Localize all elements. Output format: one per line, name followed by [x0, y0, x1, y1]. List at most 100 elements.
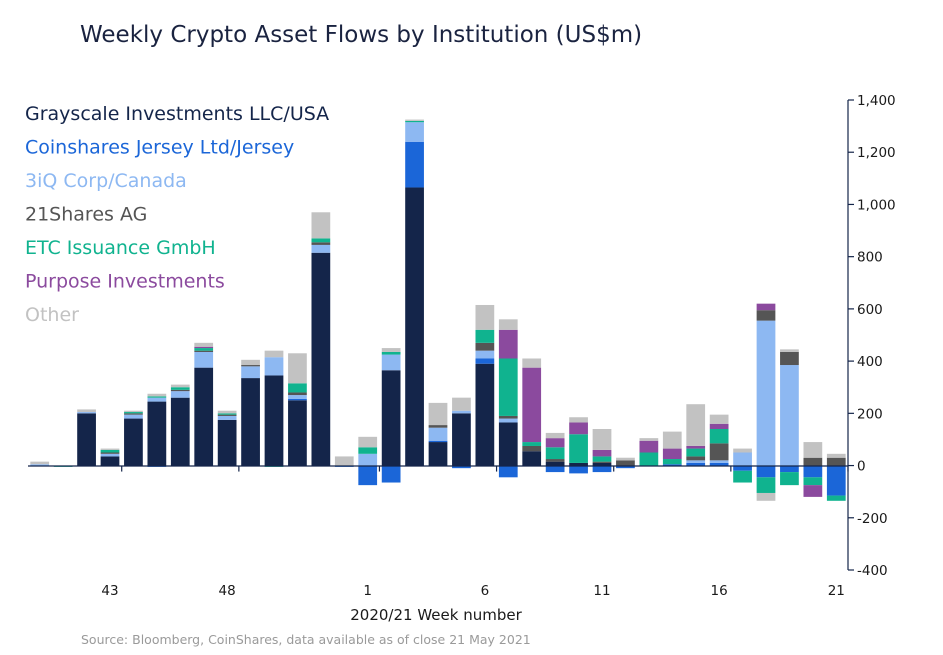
- bar-coinshares-jersey-ltd-jersey-week-5: [452, 465, 471, 469]
- bar-etc-issuance-gmbh-week-3: [405, 120, 424, 123]
- bars-area: [30, 119, 846, 501]
- bar-coinshares-jersey-ltd-jersey-week-20: [803, 465, 823, 478]
- bar-other-week-3: [405, 119, 424, 121]
- bar-coinshares-jersey-ltd-jersey-week-3: [405, 141, 424, 188]
- bar-other-week-18: [756, 492, 776, 501]
- bar-coinshares-jersey-ltd-jersey-week-21: [826, 465, 846, 496]
- bar-3iq-corp-canada-week-44: [124, 414, 143, 419]
- legend-item-21shares-ag: 21Shares AG: [25, 204, 147, 226]
- bar-21shares-ag-week-49: [241, 365, 260, 367]
- bar-other-week-44: [124, 410, 143, 413]
- bar-purpose-investments-week-9: [545, 438, 565, 448]
- bar-3iq-corp-canada-week-16: [709, 460, 729, 463]
- bar-etc-issuance-gmbh-week-21: [826, 495, 846, 501]
- bar-grayscale-investments-llc-usa-week-46: [170, 397, 190, 466]
- bar-3iq-corp-canada-week-52: [311, 244, 331, 253]
- bar-etc-issuance-gmbh-week-46: [170, 387, 190, 390]
- x-tick-label: 11: [593, 583, 610, 599]
- bar-3iq-corp-canada-week-48: [217, 415, 237, 420]
- source-note: Source: Bloomberg, CoinShares, data avai…: [81, 632, 531, 647]
- bar-grayscale-investments-llc-usa-week-47: [194, 367, 214, 466]
- bar-21shares-ag-week-47: [194, 350, 214, 352]
- bar-etc-issuance-gmbh-week-9: [545, 447, 565, 460]
- bar-grayscale-investments-llc-usa-week-9: [545, 461, 565, 466]
- bar-other-week-1: [358, 436, 378, 448]
- bar-21shares-ag-week-19: [780, 351, 799, 366]
- bar-3iq-corp-canada-week-1: [358, 453, 378, 466]
- bar-other-week-42: [77, 409, 96, 413]
- bar-etc-issuance-gmbh-week-2: [381, 351, 401, 355]
- bar-other-week-10: [569, 417, 588, 423]
- y-tick-label: 400: [857, 354, 883, 370]
- bar-21shares-ag-week-16: [709, 443, 729, 461]
- bar-21shares-ag-week-12: [616, 460, 635, 466]
- bar-grayscale-investments-llc-usa-week-48: [217, 419, 237, 466]
- bar-purpose-investments-week-18: [756, 303, 776, 311]
- bar-coinshares-jersey-ltd-jersey-week-16: [709, 462, 729, 466]
- bar-etc-issuance-gmbh-week-8: [522, 442, 542, 446]
- bar-other-week-43: [100, 448, 120, 450]
- bar-3iq-corp-canada-week-45: [147, 397, 167, 402]
- legend-item-other: Other: [25, 304, 79, 326]
- legend: Grayscale Investments LLC/USA Coinshares …: [25, 103, 329, 326]
- legend-item-purpose-investments: Purpose Investments: [25, 271, 225, 293]
- y-tick-label: 200: [857, 406, 883, 422]
- x-tick-label: 16: [711, 583, 728, 599]
- bar-grayscale-investments-llc-usa-week-11: [592, 462, 612, 466]
- bar-3iq-corp-canada-week-3: [405, 122, 424, 142]
- bar-etc-issuance-gmbh-week-48: [217, 413, 237, 415]
- bar-etc-issuance-gmbh-week-51: [288, 383, 307, 393]
- bar-coinshares-jersey-ltd-jersey-week-2: [381, 465, 401, 483]
- bar-grayscale-investments-llc-usa-week-3: [405, 187, 424, 466]
- y-tick-label: 1,200: [857, 145, 896, 161]
- bar-other-week-52: [311, 212, 331, 239]
- bar-etc-issuance-gmbh-week-45: [147, 396, 167, 398]
- bar-3iq-corp-canada-week-43: [100, 453, 120, 457]
- bar-21shares-ag-week-51: [288, 392, 307, 396]
- bar-purpose-investments-week-11: [592, 449, 612, 457]
- y-axis: 1,400 1,200 1,000 800 600 400 200 0 -200 -400: [847, 93, 896, 579]
- bar-21shares-ag-week-44: [124, 413, 143, 415]
- legend-item-grayscale-investments-llc-usa: Grayscale Investments LLC/USA: [25, 103, 329, 125]
- bar-purpose-investments-week-8: [522, 367, 542, 443]
- bar-other-week-17: [733, 448, 752, 453]
- bar-21shares-ag-week-11: [592, 461, 612, 463]
- bar-etc-issuance-gmbh-week-18: [756, 477, 776, 493]
- bar-21shares-ag-week-9: [545, 459, 565, 462]
- x-axis: 43 48 1 6 11 16 21: [101, 465, 849, 599]
- bar-coinshares-jersey-ltd-jersey-week-12: [616, 465, 635, 469]
- bar-3iq-corp-canada-week-5: [452, 410, 471, 414]
- bar-other-week-48: [217, 410, 237, 414]
- bar-coinshares-jersey-ltd-jersey-week-6: [475, 358, 495, 364]
- bar-etc-issuance-gmbh-week-44: [124, 412, 143, 414]
- bar-other-week-19: [780, 349, 799, 352]
- bar-3iq-corp-canada-week-15: [686, 460, 706, 463]
- bar-21shares-ag-week-15: [686, 456, 706, 461]
- bar-etc-issuance-gmbh-week-14: [662, 459, 682, 465]
- bar-coinshares-jersey-ltd-jersey-week-4: [428, 440, 448, 443]
- bar-coinshares-jersey-ltd-jersey-week-18: [756, 465, 776, 478]
- bar-grayscale-investments-llc-usa-week-6: [475, 363, 495, 466]
- bar-3iq-corp-canada-week-19: [780, 365, 799, 466]
- bar-3iq-corp-canada-week-7: [498, 418, 518, 423]
- bar-other-week-8: [522, 358, 542, 368]
- bar-purpose-investments-week-13: [639, 440, 659, 453]
- bar-other-week-50: [264, 350, 284, 358]
- bar-21shares-ag-week-21: [826, 457, 846, 466]
- bar-grayscale-investments-llc-usa-week-52: [311, 252, 331, 466]
- bar-3iq-corp-canada-week-17: [733, 452, 752, 466]
- x-tick-label: 43: [101, 583, 118, 599]
- bar-coinshares-jersey-ltd-jersey-week-1: [358, 465, 378, 486]
- bar-grayscale-investments-llc-usa-week-44: [124, 418, 143, 466]
- y-tick-label: 0: [857, 459, 866, 475]
- bar-etc-issuance-gmbh-week-15: [686, 448, 706, 457]
- bar-coinshares-jersey-ltd-jersey-week-15: [686, 462, 706, 466]
- bar-grayscale-investments-llc-usa-week-7: [498, 422, 518, 466]
- x-tick-label: 1: [363, 583, 372, 599]
- x-axis-title: 2020/21 Week number: [350, 606, 522, 624]
- bar-etc-issuance-gmbh-week-52: [311, 238, 331, 243]
- bar-3iq-corp-canada-week-42: [77, 412, 96, 414]
- bar-3iq-corp-canada-week-4: [428, 427, 448, 441]
- bar-21shares-ag-week-52: [311, 242, 331, 245]
